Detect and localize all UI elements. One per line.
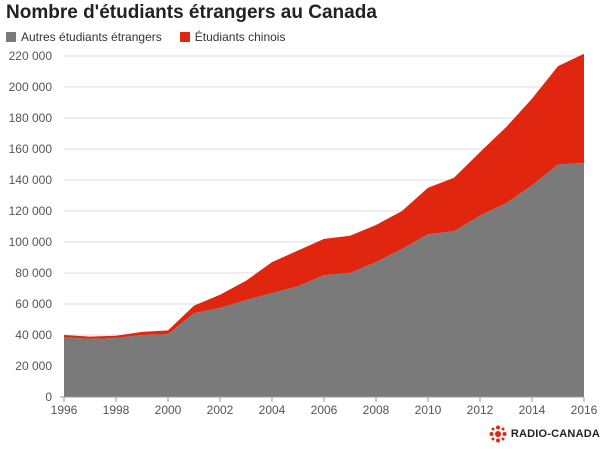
area-chinese-students — [64, 53, 584, 339]
legend-swatch-other-students — [6, 32, 16, 42]
legend-item-other-students: Autres étudiants étrangers — [6, 30, 162, 44]
y-tick-label: 80 000 — [15, 266, 52, 280]
logo-text: RADIO-CANADA — [510, 428, 600, 440]
y-tick-label: 0 — [45, 390, 52, 404]
y-tick-label: 160 000 — [9, 142, 53, 156]
x-tick-label: 2006 — [311, 403, 338, 417]
x-tick-label: 2012 — [467, 403, 494, 417]
legend-item-chinese-students: Étudiants chinois — [179, 30, 286, 44]
x-tick-label: 2004 — [259, 403, 286, 417]
x-tick-label: 2008 — [363, 403, 390, 417]
chart-legend: Autres étudiants étrangers Étudiants chi… — [6, 30, 303, 44]
legend-label-other-students: Autres étudiants étrangers — [21, 30, 162, 44]
y-tick-label: 180 000 — [9, 111, 53, 125]
x-tick-label: 1996 — [51, 403, 78, 417]
radio-canada-gem-icon — [489, 425, 507, 443]
x-tick-label: 2002 — [207, 403, 234, 417]
x-tick-label: 1998 — [103, 403, 130, 417]
y-tick-label: 120 000 — [9, 204, 53, 218]
y-tick-label: 200 000 — [9, 80, 53, 94]
legend-swatch-chinese-students — [179, 32, 190, 42]
chart-title: Nombre d'étudiants étrangers au Canada — [6, 2, 377, 23]
x-tick-label: 2016 — [571, 403, 598, 417]
area-other-students — [64, 162, 584, 397]
y-tick-label: 140 000 — [9, 173, 53, 187]
legend-label-chinese-students: Étudiants chinois — [194, 30, 286, 44]
radio-canada-logo: RADIO-CANADA — [489, 425, 600, 443]
y-tick-label: 100 000 — [9, 235, 53, 249]
x-tick-label: 2010 — [415, 403, 442, 417]
y-tick-label: 20 000 — [15, 359, 52, 373]
x-tick-label: 2000 — [155, 403, 182, 417]
x-tick-label: 2014 — [519, 403, 546, 417]
y-tick-label: 40 000 — [15, 328, 52, 342]
y-tick-label: 220 000 — [9, 49, 53, 63]
y-tick-label: 60 000 — [15, 297, 52, 311]
